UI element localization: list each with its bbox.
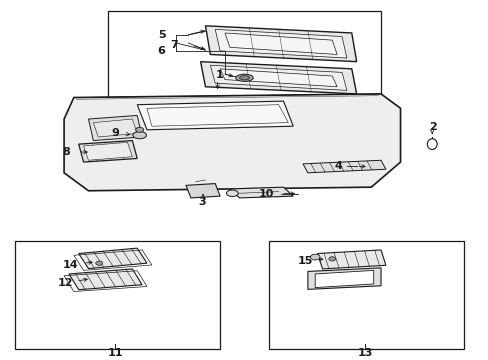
Polygon shape [64,94,400,191]
Text: 6: 6 [157,46,165,56]
Polygon shape [93,119,137,137]
Text: 11: 11 [107,348,123,358]
Polygon shape [315,270,373,288]
Bar [268,241,463,348]
Text: 14: 14 [62,260,78,270]
Polygon shape [317,250,385,269]
Text: 13: 13 [357,348,372,358]
Ellipse shape [328,257,335,261]
Ellipse shape [136,127,143,132]
Text: 8: 8 [62,147,70,157]
Text: 5: 5 [158,30,165,40]
Polygon shape [224,33,336,54]
Ellipse shape [133,132,146,139]
Text: 12: 12 [58,278,73,288]
Polygon shape [137,101,293,130]
Polygon shape [210,65,346,90]
Ellipse shape [235,74,253,81]
Ellipse shape [239,76,249,80]
Bar [15,241,220,348]
Text: 4: 4 [333,161,341,171]
Polygon shape [307,268,380,289]
Polygon shape [200,62,356,94]
Text: 7: 7 [169,40,177,50]
Text: 2: 2 [428,122,436,132]
Ellipse shape [226,190,238,197]
Polygon shape [220,69,336,87]
Ellipse shape [96,261,102,265]
Polygon shape [229,187,293,198]
Ellipse shape [310,254,320,260]
Polygon shape [79,248,147,269]
Polygon shape [303,160,385,173]
Polygon shape [88,116,142,140]
Text: 9: 9 [111,129,119,138]
Text: 15: 15 [297,256,312,266]
Polygon shape [83,142,132,160]
Polygon shape [79,140,137,162]
Polygon shape [185,184,220,198]
Ellipse shape [427,139,436,149]
Polygon shape [147,105,288,126]
Polygon shape [69,269,142,290]
Text: 1: 1 [215,70,223,80]
Text: 10: 10 [258,189,273,199]
Polygon shape [205,26,356,62]
Polygon shape [215,30,346,58]
Bar [108,12,380,101]
Text: 3: 3 [198,197,205,207]
